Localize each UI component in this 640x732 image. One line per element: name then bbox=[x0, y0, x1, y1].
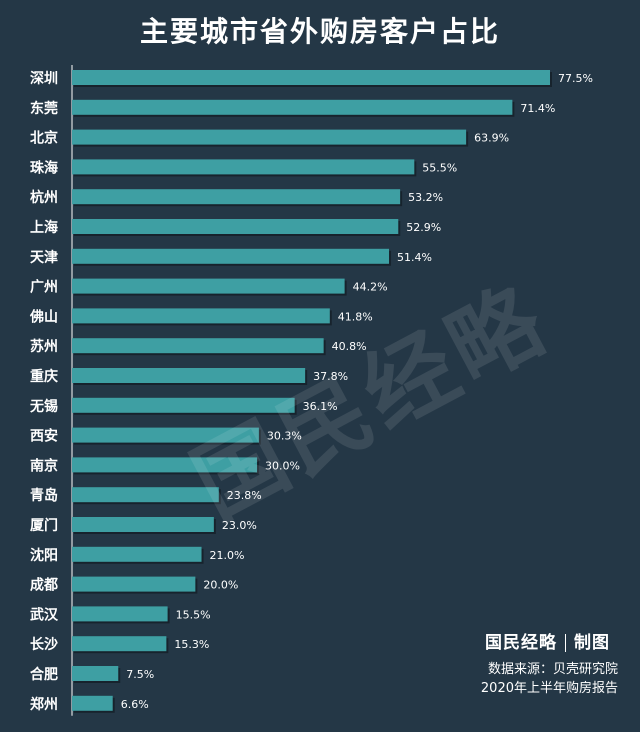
category-label: 郑州 bbox=[30, 696, 58, 713]
value-label: 51.4% bbox=[397, 251, 432, 264]
value-label: 15.5% bbox=[176, 608, 211, 621]
category-label: 东莞 bbox=[30, 100, 58, 117]
bar bbox=[72, 546, 202, 562]
bar bbox=[72, 487, 219, 503]
category-label: 青岛 bbox=[30, 487, 58, 504]
brand-name: 国民经略 bbox=[485, 633, 557, 653]
chart-title: 主要城市省外购房客户占比 bbox=[139, 15, 500, 48]
category-label: 厦门 bbox=[30, 517, 58, 534]
category-label: 合肥 bbox=[30, 666, 58, 683]
category-label: 佛山 bbox=[29, 308, 58, 325]
value-label: 7.5% bbox=[126, 668, 154, 681]
bar bbox=[72, 70, 550, 85]
bar bbox=[72, 606, 168, 622]
category-label: 广州 bbox=[30, 279, 58, 296]
category-label: 杭州 bbox=[30, 189, 58, 206]
value-label: 40.8% bbox=[332, 340, 367, 353]
value-label: 23.8% bbox=[227, 489, 262, 502]
value-label: 20.0% bbox=[203, 579, 238, 592]
brand-suffix: 制图 bbox=[574, 633, 610, 653]
category-label: 上海 bbox=[30, 219, 58, 236]
value-label: 55.5% bbox=[422, 161, 457, 174]
value-label: 21.0% bbox=[210, 549, 245, 562]
bar bbox=[72, 666, 119, 681]
bar bbox=[72, 636, 167, 652]
value-label: 30.0% bbox=[265, 459, 300, 472]
value-label: 36.1% bbox=[303, 400, 338, 413]
bar bbox=[72, 576, 196, 592]
bar bbox=[72, 368, 306, 383]
bar bbox=[72, 99, 513, 115]
category-label: 南京 bbox=[30, 457, 58, 474]
brand-separator bbox=[565, 634, 566, 652]
category-label: 成都 bbox=[30, 577, 58, 594]
value-label: 52.9% bbox=[406, 221, 441, 234]
category-label: 无锡 bbox=[29, 398, 58, 415]
bar bbox=[72, 189, 401, 205]
category-label: 北京 bbox=[30, 130, 58, 147]
source-line-1: 数据来源：贝壳研究院 bbox=[487, 662, 618, 677]
value-label: 63.9% bbox=[474, 132, 509, 145]
bar bbox=[72, 397, 295, 413]
category-label: 珠海 bbox=[30, 159, 58, 176]
category-label: 天津 bbox=[30, 249, 58, 266]
bar bbox=[72, 248, 390, 264]
value-label: 77.5% bbox=[558, 72, 593, 85]
bar bbox=[72, 427, 259, 443]
source-note: 数据来源：贝壳研究院 2020年上半年购房报告 bbox=[481, 660, 618, 698]
category-label: 沈阳 bbox=[30, 547, 58, 564]
category-label: 武汉 bbox=[30, 606, 59, 623]
brand-credit: 国民经略 制图 bbox=[485, 628, 610, 653]
bar bbox=[72, 278, 345, 294]
bar bbox=[72, 129, 467, 145]
category-label: 苏州 bbox=[30, 338, 58, 355]
bar bbox=[72, 457, 258, 473]
value-label: 41.8% bbox=[338, 310, 373, 323]
value-label: 71.4% bbox=[520, 102, 555, 115]
value-label: 53.2% bbox=[408, 191, 443, 204]
bar bbox=[72, 338, 324, 354]
value-label: 15.3% bbox=[174, 638, 209, 651]
bar bbox=[72, 159, 415, 175]
source-line-2: 2020年上半年购房报告 bbox=[480, 681, 618, 696]
category-label: 长沙 bbox=[30, 636, 58, 653]
value-label: 37.8% bbox=[313, 370, 348, 383]
bar bbox=[72, 219, 399, 234]
category-label: 西安 bbox=[30, 428, 58, 445]
value-label: 23.0% bbox=[222, 519, 257, 532]
value-label: 30.3% bbox=[267, 430, 302, 443]
bar bbox=[72, 308, 330, 324]
value-label: 44.2% bbox=[353, 281, 388, 294]
bar bbox=[72, 695, 113, 711]
bar bbox=[72, 517, 214, 532]
category-label: 深圳 bbox=[30, 70, 58, 87]
category-label: 重庆 bbox=[30, 368, 58, 385]
value-label: 6.6% bbox=[121, 698, 149, 711]
